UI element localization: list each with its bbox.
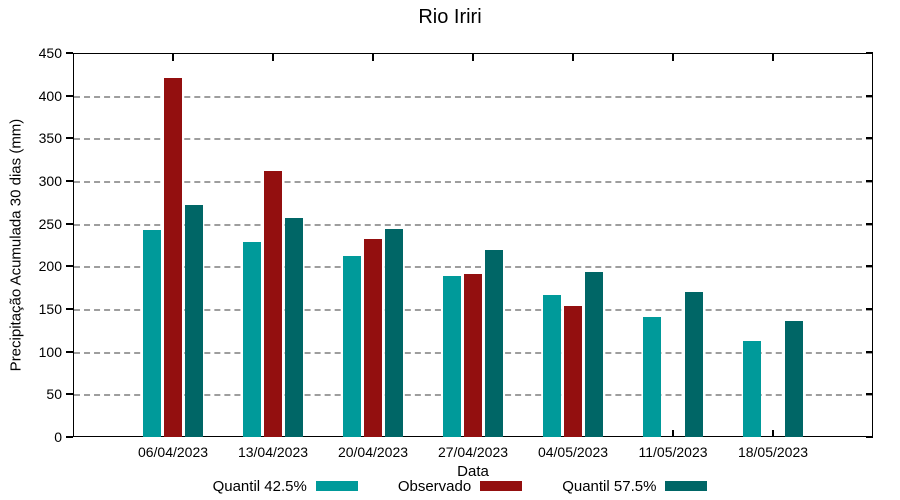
bar-quantil-42-5-18-05-2023 [743, 340, 761, 437]
x-tick-top-20-04-2023 [372, 54, 374, 61]
bar-quantil-42-5-27-04-2023 [443, 275, 461, 437]
legend-swatch-quantil-42-5 [315, 481, 358, 491]
y-tick-label-150: 150 [38, 301, 62, 317]
gridline-300 [74, 181, 872, 183]
gridline-200 [74, 266, 872, 269]
legend-label-quantil-57-5: Quantil 57.5% [562, 477, 657, 495]
y-tick-left-450 [66, 52, 73, 54]
legend-item-quantil-57-5: Quantil 57.5% [562, 477, 708, 495]
y-tick-right-400 [866, 94, 873, 97]
bar-observado-04-05-2023 [564, 306, 582, 437]
bar-quantil-57-5-20-04-2023 [385, 228, 403, 437]
y-tick-left-100 [66, 350, 73, 353]
y-tick-right-50 [866, 393, 873, 396]
y-tick-right-100 [866, 350, 873, 353]
legend-label-observado: Observado [397, 477, 472, 495]
legend-item-quantil-42-5: Quantil 42.5% [213, 478, 358, 495]
legend-swatch-quantil-57-5 [665, 481, 708, 491]
bar-quantil-57-5-18-05-2023 [785, 320, 803, 437]
gridline-400 [74, 95, 872, 98]
x-tick-top-11-05-2023 [672, 54, 674, 61]
x-tick-label-18-05-2023: 18/05/2023 [737, 444, 809, 460]
chart-title: Rio Iriri [418, 6, 482, 28]
gridline-250 [74, 223, 872, 226]
x-tick-label-27-04-2023: 27/04/2023 [437, 444, 509, 460]
y-tick-label-100: 100 [38, 343, 62, 360]
bar-observado-20-04-2023 [364, 239, 382, 437]
x-tick-label-06-04-2023: 06/04/2023 [137, 444, 209, 460]
y-tick-label-300: 300 [38, 173, 62, 189]
y-tick-label-0: 0 [54, 429, 62, 445]
y-tick-left-400 [66, 94, 73, 97]
bar-quantil-42-5-04-05-2023 [543, 295, 561, 437]
y-tick-right-0 [866, 436, 873, 438]
y-tick-label-400: 400 [38, 87, 62, 104]
y-axis-label: Precipitação Acumulada 30 dias (mm) [7, 118, 25, 372]
y-tick-right-450 [866, 52, 873, 54]
y-tick-right-350 [866, 137, 873, 140]
legend-label-quantil-42-5: Quantil 42.5% [212, 477, 307, 495]
y-tick-left-250 [66, 222, 73, 225]
x-tick-bottom-18-05-2023 [772, 430, 774, 437]
x-tick-label-11-05-2023: 11/05/2023 [638, 444, 708, 460]
y-tick-label-200: 200 [38, 258, 62, 275]
x-tick-label-04-05-2023: 04/05/2023 [537, 444, 609, 460]
y-tick-left-200 [66, 265, 73, 268]
x-tick-bottom-11-05-2023 [672, 430, 674, 437]
y-tick-label-250: 250 [38, 215, 62, 232]
bar-quantil-57-5-06-04-2023 [185, 204, 203, 437]
y-tick-left-0 [66, 436, 73, 438]
y-tick-right-150 [866, 308, 873, 310]
bar-quantil-57-5-11-05-2023 [685, 291, 703, 437]
legend-swatch-observado [480, 481, 523, 491]
y-tick-left-50 [66, 393, 73, 396]
bar-quantil-42-5-11-05-2023 [643, 316, 661, 437]
bar-quantil-42-5-20-04-2023 [343, 256, 361, 437]
x-tick-top-04-05-2023 [572, 54, 574, 61]
x-tick-top-06-04-2023 [172, 54, 174, 61]
bar-quantil-57-5-04-05-2023 [585, 272, 603, 437]
bar-observado-27-04-2023 [464, 274, 482, 437]
y-tick-left-150 [66, 308, 73, 310]
bar-quantil-42-5-13-04-2023 [243, 242, 261, 437]
gridline-350 [74, 138, 872, 141]
y-tick-label-50: 50 [46, 386, 62, 403]
bar-quantil-57-5-13-04-2023 [285, 217, 303, 437]
y-tick-left-300 [66, 180, 73, 182]
bar-observado-06-04-2023 [164, 77, 182, 437]
y-tick-label-350: 350 [38, 130, 62, 147]
y-tick-right-250 [866, 222, 873, 225]
x-tick-label-13-04-2023: 13/04/2023 [237, 444, 309, 460]
bar-quantil-57-5-27-04-2023 [485, 250, 503, 437]
bar-quantil-42-5-06-04-2023 [143, 230, 161, 437]
y-tick-left-350 [66, 137, 73, 140]
x-tick-top-13-04-2023 [272, 54, 274, 61]
legend-item-observado: Observado [397, 477, 523, 495]
bar-observado-13-04-2023 [264, 170, 282, 437]
x-tick-label-20-04-2023: 20/04/2023 [337, 444, 409, 460]
legend: Quantil 42.5% Observado Quantil 57.5% [20, 477, 900, 495]
y-tick-right-200 [866, 265, 873, 268]
x-axis-label: Data [457, 463, 489, 480]
x-tick-top-27-04-2023 [472, 54, 474, 61]
x-tick-top-18-05-2023 [772, 54, 774, 61]
y-tick-right-300 [866, 180, 873, 182]
y-tick-label-450: 450 [38, 45, 62, 61]
